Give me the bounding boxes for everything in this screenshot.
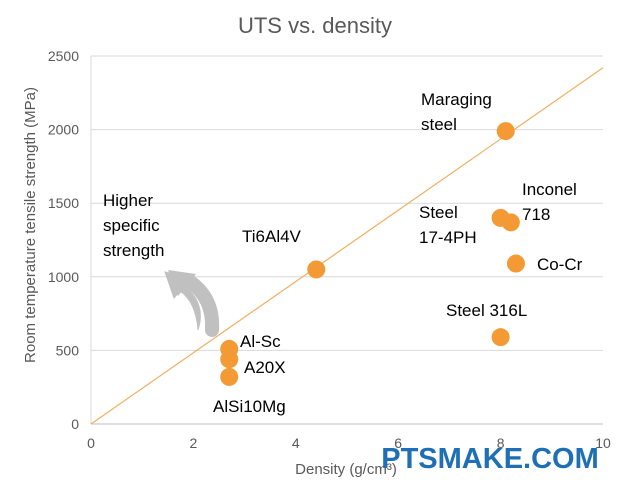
y-tick-label: 500 bbox=[56, 342, 80, 358]
label-steel-17-4ph: Steel 17-4PH bbox=[419, 203, 477, 247]
x-tick-label: 8 bbox=[497, 435, 505, 451]
x-tick-label: 10 bbox=[595, 435, 611, 451]
trendline-group bbox=[90, 67, 604, 425]
point-labels: Maraging steel Inconel 718 Steel 17-4PH Co-Cr T… bbox=[103, 90, 583, 416]
label-alsi10mg: AlSi10Mg bbox=[213, 397, 286, 416]
x-tick-label: 4 bbox=[292, 435, 300, 451]
label-steel-17-4ph-line: Steel bbox=[419, 203, 458, 222]
annotation-higher-specific-strength: Higher specific strength bbox=[103, 191, 164, 260]
data-points bbox=[220, 122, 525, 386]
label-steel-17-4ph-line: 17-4PH bbox=[419, 228, 477, 247]
y-tick-label: 2000 bbox=[48, 122, 79, 138]
data-point bbox=[307, 260, 326, 279]
data-point bbox=[491, 328, 510, 347]
label-al-sc-line: Al-Sc bbox=[240, 332, 281, 351]
label-alsi10mg-line: AlSi10Mg bbox=[213, 397, 286, 416]
label-maraging-steel: Maraging steel bbox=[421, 90, 492, 134]
trendline bbox=[90, 67, 604, 425]
label-ti6al4v: Ti6Al4V bbox=[242, 227, 302, 246]
curved-arrow-shape bbox=[164, 271, 201, 331]
label-ti6al4v-line: Ti6Al4V bbox=[242, 227, 302, 246]
label-co-cr: Co-Cr bbox=[537, 255, 583, 274]
label-a20x-line: A20X bbox=[244, 358, 286, 377]
annotation-higher-specific-strength-line: strength bbox=[103, 241, 164, 260]
label-maraging-steel-line: steel bbox=[421, 115, 457, 134]
x-axis-title: Density (g/cm³) bbox=[295, 461, 397, 478]
data-point bbox=[496, 122, 515, 141]
label-inconel-718-line: Inconel bbox=[522, 180, 577, 199]
label-inconel-718-line: 718 bbox=[522, 205, 550, 224]
chart-title: UTS vs. density bbox=[238, 13, 392, 38]
y-tick-label: 0 bbox=[71, 416, 79, 432]
label-steel-316l: Steel 316L bbox=[446, 301, 527, 320]
y-tick-label: 1500 bbox=[48, 195, 79, 211]
x-tick-label: 6 bbox=[394, 435, 402, 451]
label-inconel-718: Inconel 718 bbox=[522, 180, 577, 224]
curved-arrow-head bbox=[168, 270, 196, 296]
data-point bbox=[220, 350, 239, 369]
y-tick-label: 2500 bbox=[48, 48, 79, 64]
label-co-cr-line: Co-Cr bbox=[537, 255, 583, 274]
y-tick-label: 1000 bbox=[48, 269, 79, 285]
data-point bbox=[220, 367, 239, 386]
label-steel-316l-line: Steel 316L bbox=[446, 301, 527, 320]
data-point bbox=[506, 254, 525, 273]
axes: 0 500 1000 1500 2000 2500 0 2 4 6 8 10 bbox=[48, 48, 611, 451]
data-point bbox=[491, 208, 510, 227]
annotation-higher-specific-strength-line: Higher bbox=[103, 191, 153, 210]
annotation-higher-specific-strength-line: specific bbox=[103, 216, 160, 235]
x-tick-label: 2 bbox=[190, 435, 198, 451]
label-al-sc: Al-Sc bbox=[240, 332, 281, 351]
higher-strength-arrow bbox=[164, 270, 220, 337]
watermark: PTSMAKE.COM bbox=[381, 443, 599, 475]
label-maraging-steel-line: Maraging bbox=[421, 90, 492, 109]
curved-arrow-body bbox=[182, 274, 220, 337]
x-tick-label: 0 bbox=[87, 435, 95, 451]
label-a20x: A20X bbox=[244, 358, 286, 377]
y-axis-title: Room temperature tensile strength (MPa) bbox=[22, 87, 39, 363]
